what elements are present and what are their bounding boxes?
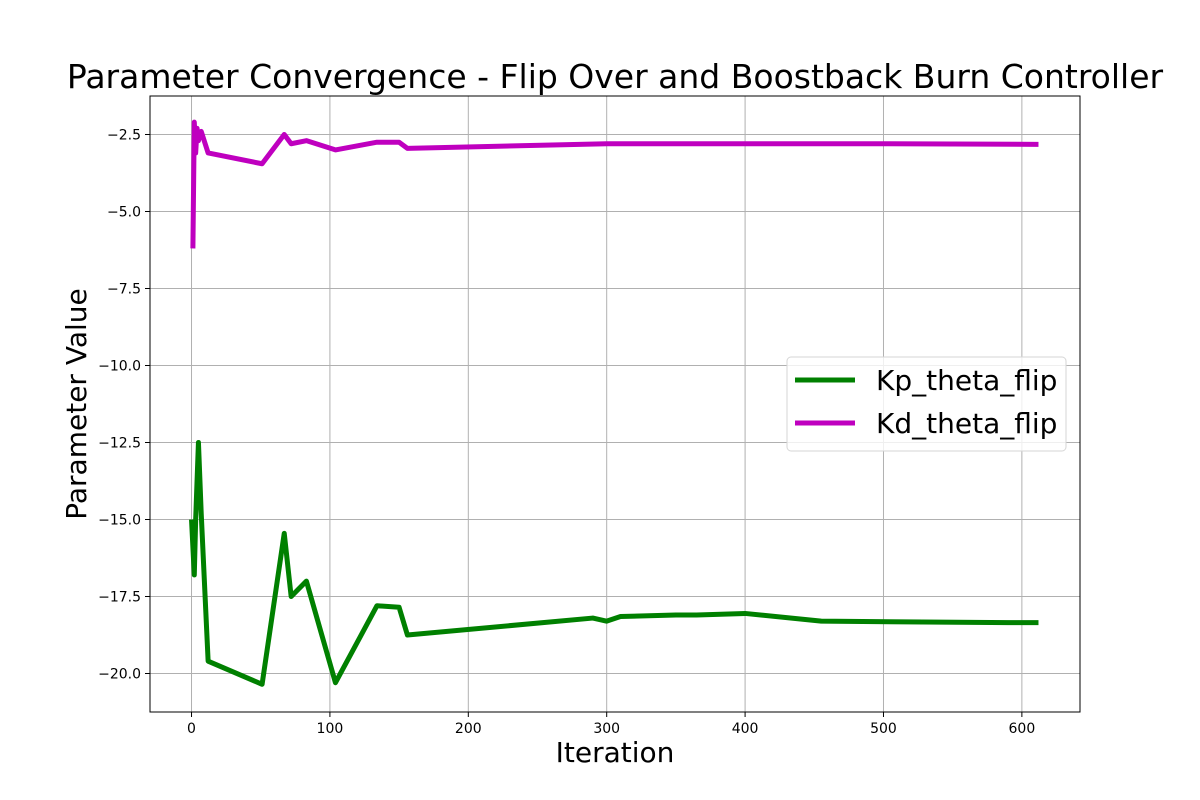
x-tick-label: 600 <box>1009 721 1036 737</box>
legend-label-kd-theta-flip: Kd_theta_flip <box>876 407 1057 440</box>
y-tick-label: −2.5 <box>107 128 141 144</box>
legend: Kp_theta_flip Kd_theta_flip <box>786 356 1067 452</box>
x-tick-label: 400 <box>732 721 759 737</box>
x-tick-label: 500 <box>870 721 897 737</box>
chart-title: Parameter Convergence - Flip Over and Bo… <box>67 57 1164 96</box>
y-tick-label: −20.0 <box>98 667 141 683</box>
x-tick-label: 100 <box>317 721 344 737</box>
x-tick-label: 200 <box>455 721 482 737</box>
y-tick-label: −15.0 <box>98 513 141 529</box>
series-lines <box>189 119 1039 687</box>
y-tick-label: −7.5 <box>107 282 141 298</box>
x-axis-label: Iteration <box>556 736 675 769</box>
legend-label-kp-theta-flip: Kp_theta_flip <box>876 364 1057 397</box>
y-tick-label: −10.0 <box>98 359 141 375</box>
y-axis-label: Parameter Value <box>60 288 93 519</box>
series-line-kd-theta-flip <box>190 119 1039 249</box>
axis-ticks: 0 100 200 300 400 500 600 −20.0 −17.5 −15.0 −12.5 −… <box>98 128 1035 738</box>
y-tick-label: −5.0 <box>107 205 141 221</box>
y-tick-label: −12.5 <box>98 436 141 452</box>
series-line-kp-theta-flip <box>189 440 1039 687</box>
y-tick-label: −17.5 <box>98 590 141 606</box>
plot-area-frame <box>149 95 1081 713</box>
x-tick-label: 0 <box>187 721 196 737</box>
x-tick-label: 300 <box>593 721 620 737</box>
legend-frame <box>786 356 1067 452</box>
